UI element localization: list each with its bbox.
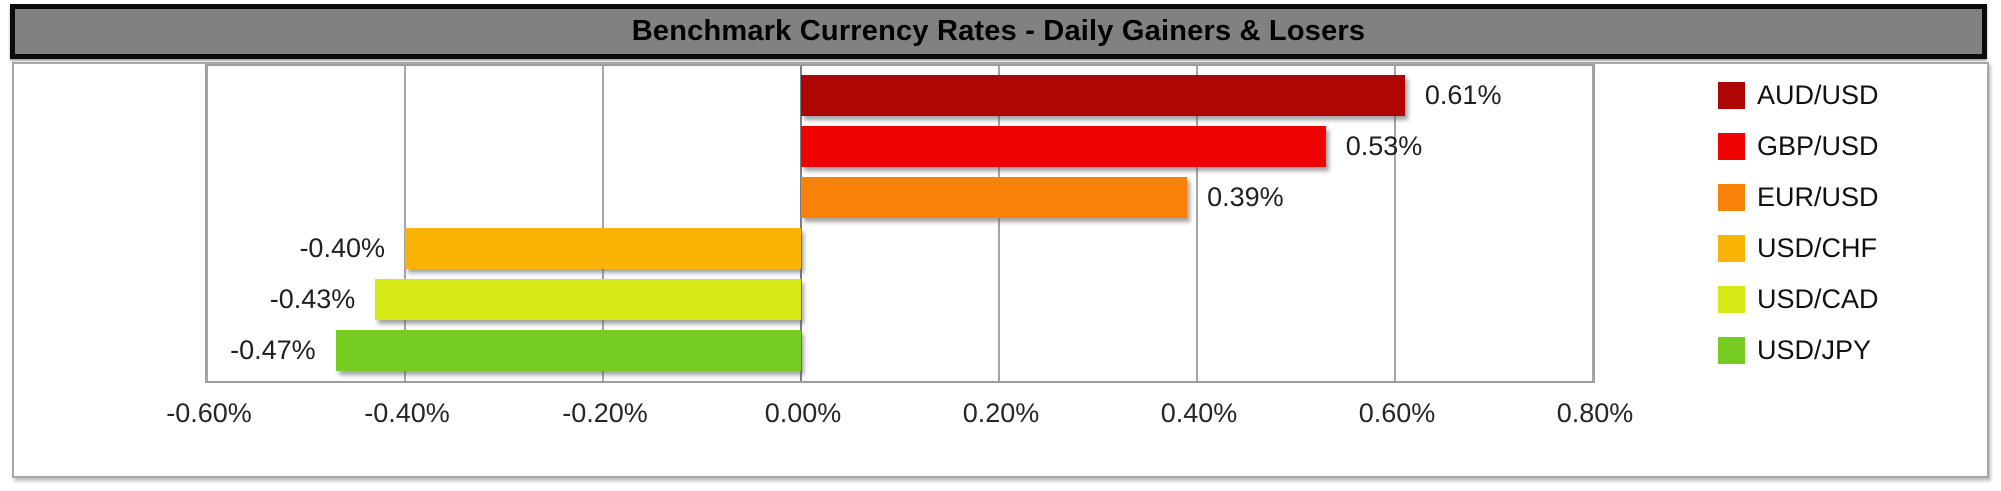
gridline: [206, 66, 208, 381]
legend-item-usd-jpy: USD/JPY: [1718, 333, 1871, 367]
chart-title: Benchmark Currency Rates - Daily Gainers…: [631, 15, 1366, 47]
x-axis-tick-label: -0.60%: [166, 398, 252, 428]
legend-label: USD/CHF: [1757, 233, 1877, 263]
legend-label: EUR/USD: [1757, 182, 1879, 212]
legend-label: USD/JPY: [1757, 335, 1872, 365]
legend-color-swatch: [1718, 183, 1745, 211]
x-axis-tick-label: 0.20%: [962, 398, 1040, 428]
chart-body: 0.61% 0.53% 0.39% -0.40% -0.43% -0.47% -0.60%…: [12, 62, 1989, 478]
bar-value-label: 0.39%: [1207, 182, 1284, 212]
legend-label: USD/CAD: [1757, 284, 1879, 314]
legend-color-swatch: [1718, 81, 1745, 109]
bar-usd-chf: [405, 227, 801, 269]
gridline: [404, 66, 406, 381]
x-axis-tick-label: 0.40%: [1160, 398, 1238, 428]
bar-usd-jpy: [335, 329, 801, 371]
bar-value-label: 0.53%: [1345, 131, 1423, 161]
x-axis-tick-label: -0.40%: [364, 398, 450, 428]
legend: AUD/USD GBP/USD EUR/USD USD/CHF USD/CAD USD/J…: [1718, 64, 1978, 383]
legend-color-swatch: [1718, 234, 1745, 262]
legend-item-usd-chf: USD/CHF: [1718, 231, 1877, 265]
bar-value-label: -0.43%: [269, 284, 356, 314]
legend-item-usd-cad: USD/CAD: [1718, 282, 1879, 316]
x-axis-tick-label: 0.80%: [1556, 398, 1634, 428]
legend-color-swatch: [1718, 132, 1745, 160]
bar-value-label: -0.40%: [299, 233, 385, 263]
bar-value-label: -0.47%: [230, 335, 316, 365]
bar-gbp-usd: [801, 125, 1326, 167]
legend-label: GBP/USD: [1757, 131, 1879, 161]
bar-eur-usd: [801, 176, 1188, 218]
chart-title-bar: Benchmark Currency Rates - Daily Gainers…: [10, 4, 1987, 59]
legend-item-aud-usd: AUD/USD: [1718, 78, 1879, 112]
gridline: [602, 66, 604, 381]
legend-label: AUD/USD: [1757, 80, 1879, 110]
legend-item-eur-usd: EUR/USD: [1718, 180, 1879, 214]
legend-color-swatch: [1718, 336, 1745, 364]
x-axis-tick-label: 0.60%: [1358, 398, 1436, 428]
gridline: [1394, 66, 1396, 381]
legend-color-swatch: [1718, 285, 1745, 313]
plot-area: 0.61% 0.53% 0.39% -0.40% -0.43% -0.47%: [205, 64, 1595, 383]
x-axis-tick-label: -0.20%: [562, 398, 648, 428]
x-axis-tick-label: 0.00%: [764, 398, 842, 428]
gridline: [1196, 66, 1198, 381]
gridline: [1592, 66, 1594, 381]
bar-value-label: 0.61%: [1424, 80, 1502, 110]
x-axis: -0.60% -0.40% -0.20% 0.00% 0.20% 0.40% 0.60% 0.…: [14, 395, 1987, 431]
bar-usd-cad: [375, 278, 801, 320]
bar-aud-usd: [801, 74, 1405, 116]
zero-gridline: [800, 66, 802, 381]
legend-item-gbp-usd: GBP/USD: [1718, 129, 1879, 163]
gridline: [998, 66, 1000, 381]
